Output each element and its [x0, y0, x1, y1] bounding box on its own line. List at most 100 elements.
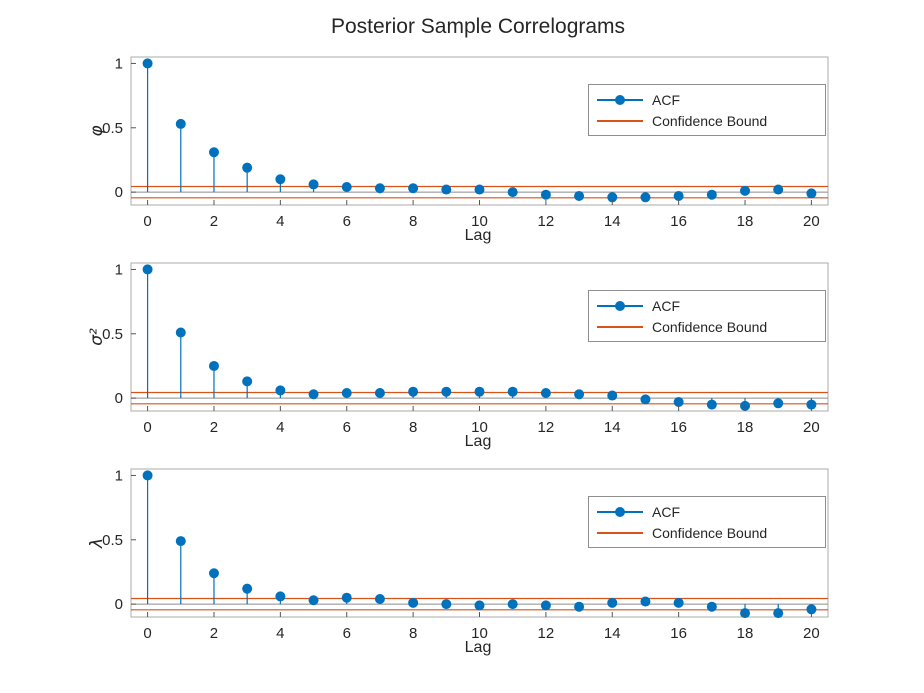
stem-marker [806, 188, 817, 199]
bound-line-icon [597, 320, 643, 334]
stem-marker [441, 599, 452, 610]
legend-lambda: ACF Confidence Bound [588, 496, 826, 548]
chart-title: Posterior Sample Correlograms [330, 15, 626, 38]
stem-marker [574, 389, 585, 400]
acf-sample-dot [615, 300, 625, 311]
stem-marker [374, 183, 385, 194]
stem-marker [740, 185, 751, 196]
legend-entry-acf: ACF [597, 295, 817, 316]
x-tick-label: 8 [409, 213, 417, 230]
stem-marker [275, 174, 286, 185]
x-tick-label: 0 [143, 213, 151, 230]
x-tick-label: 12 [538, 213, 555, 230]
x-tick-label: 4 [276, 625, 284, 642]
legend-label-acf: ACF [652, 297, 680, 314]
x-tick-label: 14 [604, 625, 621, 642]
stem-marker [706, 601, 717, 612]
x-tick-label: 2 [210, 625, 218, 642]
stem-marker [640, 192, 651, 203]
bound-line-icon [597, 526, 643, 540]
subplot-sigma2: 0 2 4 6 8 10 12 14 16 18 20 0 0.5 1 [102, 261, 829, 436]
x-tick-label: 16 [670, 419, 687, 436]
stem-marker [507, 187, 518, 198]
x-tick-label: 2 [210, 213, 218, 230]
stem-marker [242, 376, 253, 387]
x-tick-label: 18 [737, 419, 754, 436]
stem-marker [706, 399, 717, 410]
stem-marker [574, 190, 585, 201]
stem-marker [673, 396, 684, 407]
y-tick-label: 0 [115, 596, 123, 613]
y-tick-label: 1 [115, 467, 123, 484]
stem-marker [507, 386, 518, 397]
subplot-lambda: 0 2 4 6 8 10 12 14 16 18 20 0 0.5 1 [102, 467, 829, 642]
x-tick-label: 18 [737, 213, 754, 230]
stem-marker [673, 190, 684, 201]
stem-marker [773, 608, 784, 619]
stem-marker [474, 600, 485, 611]
x-tick-label: 12 [538, 625, 555, 642]
y-tick-label: 0.5 [102, 326, 123, 343]
x-tick-label: 14 [604, 213, 621, 230]
stem-marker [574, 601, 585, 612]
stem-marker [640, 596, 651, 607]
stem-marker [308, 179, 319, 190]
bound-sample-line [597, 325, 643, 328]
legend-label-bound: Confidence Bound [652, 524, 768, 541]
stem-marker [208, 147, 219, 158]
stem-marker [341, 592, 352, 603]
stem-marker [640, 394, 651, 405]
stem-marker [441, 184, 452, 195]
ylabel-lambda: λ [87, 537, 107, 549]
x-tick-label: 6 [343, 419, 351, 436]
legend-entry-acf: ACF [597, 501, 817, 522]
legend-label-acf: ACF [652, 503, 680, 520]
x-tick-label: 16 [670, 625, 687, 642]
acf-sample-dot [615, 506, 625, 517]
x-tick-label: 8 [409, 625, 417, 642]
stem-marker [341, 181, 352, 192]
y-tick-label: 1 [115, 261, 123, 278]
x-tick-label: 0 [143, 625, 151, 642]
stem-marker [474, 386, 485, 397]
stem-marker [540, 387, 551, 398]
legend-entry-acf: ACF [597, 89, 817, 110]
stem-marker [408, 183, 419, 194]
y-tick-label: 0.5 [102, 532, 123, 549]
legend-phi: ACF Confidence Bound [588, 84, 826, 136]
stem-marker [706, 189, 717, 200]
stem-marker [607, 192, 618, 203]
x-tick-label: 2 [210, 419, 218, 436]
stem-marker [773, 184, 784, 195]
x-tick-label: 4 [276, 213, 284, 230]
acf-line-marker-icon [597, 93, 643, 107]
stem-marker [175, 118, 186, 129]
legend-entry-bound: Confidence Bound [597, 110, 817, 131]
bound-sample-line [597, 531, 643, 534]
stem-marker [308, 389, 319, 400]
stem-marker [773, 398, 784, 409]
subplot-phi: 0 2 4 6 8 10 12 14 16 18 20 0 0.5 1 [102, 55, 829, 230]
stem-marker [341, 387, 352, 398]
acf-line-marker-icon [597, 505, 643, 519]
stem-marker [275, 385, 286, 396]
stem-marker [142, 58, 153, 69]
stem-marker [275, 591, 286, 602]
bound-sample-line [597, 119, 643, 122]
stem-marker [308, 595, 319, 606]
stem-marker [374, 387, 385, 398]
x-tick-label: 10 [471, 419, 488, 436]
stem-marker [142, 470, 153, 481]
xlabel-lag-3: Lag [464, 639, 492, 656]
x-tick-label: 16 [670, 213, 687, 230]
xlabel-lag-1: Lag [464, 227, 492, 244]
stem-marker [408, 386, 419, 397]
x-tick-label: 6 [343, 625, 351, 642]
ylabel-sigma2: σ² [87, 328, 107, 346]
legend-label-acf: ACF [652, 91, 680, 108]
x-tick-label: 6 [343, 213, 351, 230]
stem-marker [540, 189, 551, 200]
legend-label-bound: Confidence Bound [652, 318, 768, 335]
